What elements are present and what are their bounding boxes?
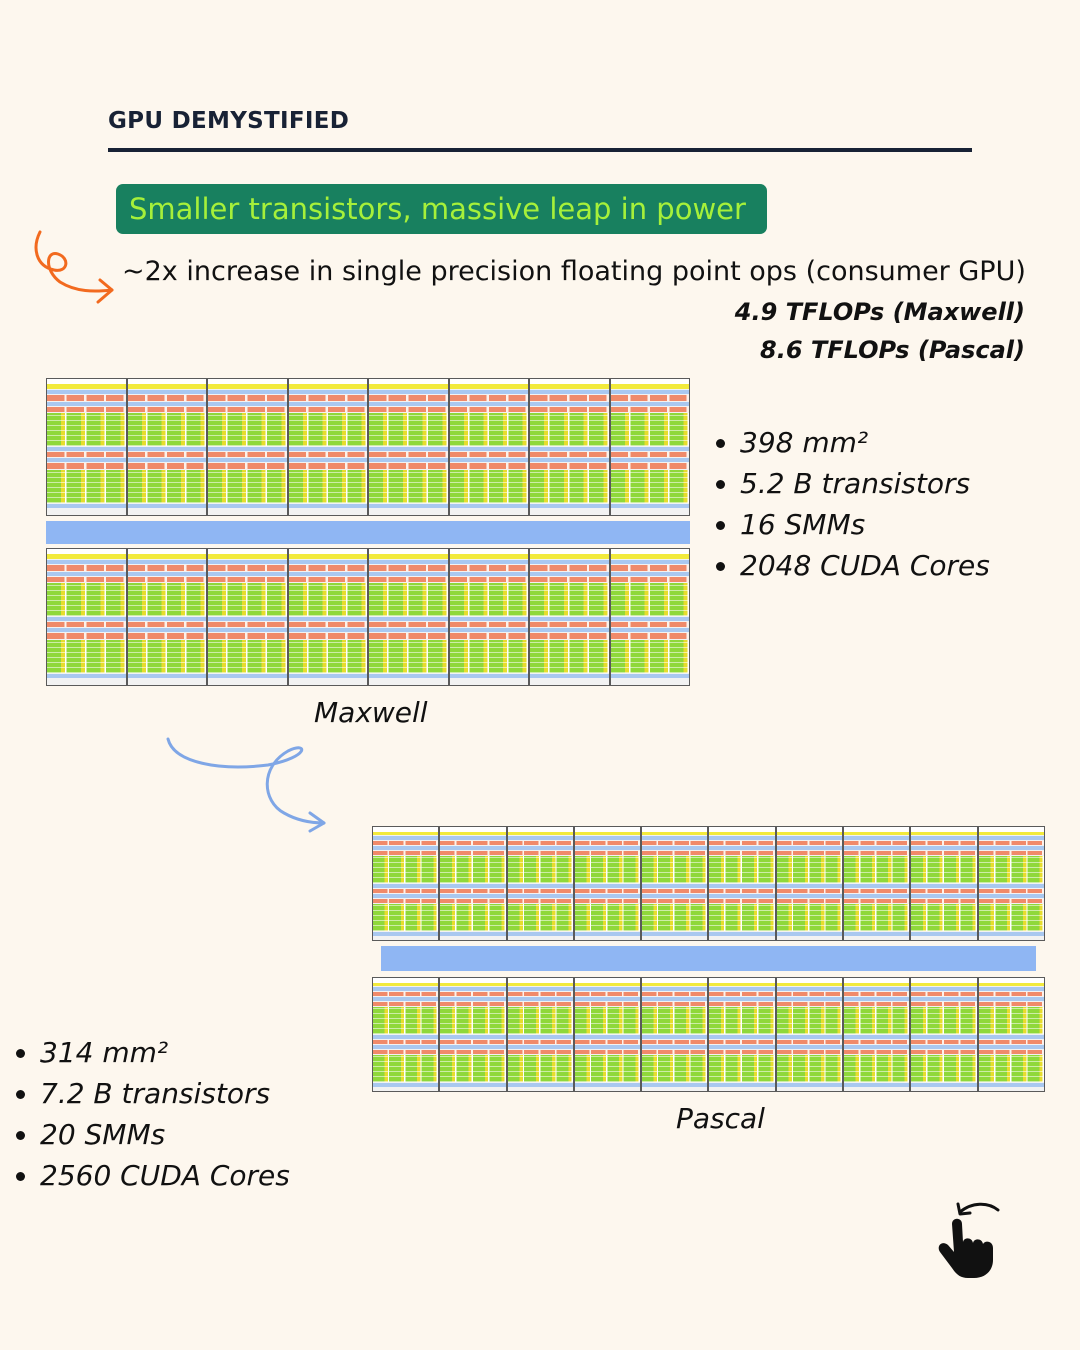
smm-block — [126, 548, 207, 686]
smm-block — [368, 548, 449, 686]
smm-block — [506, 977, 574, 1092]
maxwell-spec-transistors: 5.2 B transistors — [740, 463, 990, 504]
smm-block — [506, 826, 574, 941]
smm-block — [843, 977, 911, 1092]
smm-block — [708, 977, 776, 1092]
maxwell-caption: Maxwell — [314, 696, 428, 729]
smm-block — [368, 378, 449, 516]
curly-arrow-down-right-icon — [166, 737, 326, 833]
swipe-hand-icon — [938, 1202, 1000, 1278]
smm-block — [843, 826, 911, 941]
smm-block — [910, 977, 978, 1092]
smm-row-top — [46, 378, 690, 516]
pascal-spec-smms: 20 SMMs — [40, 1114, 290, 1155]
smm-block — [372, 826, 440, 941]
smm-block — [910, 826, 978, 941]
smm-block — [529, 378, 610, 516]
smm-block — [775, 826, 844, 941]
flops-pascal: 8.6 TFLOPs (Pascal) — [760, 336, 1025, 364]
smm-block — [977, 977, 1045, 1092]
headline-banner: Smaller transistors, massive leap in pow… — [116, 184, 767, 234]
memory-bus — [381, 946, 1036, 971]
flops-maxwell: 4.9 TFLOPs (Maxwell) — [734, 298, 1025, 326]
smm-block — [573, 977, 642, 1092]
maxwell-spec-smms: 16 SMMs — [740, 504, 990, 545]
pascal-spec-list: 314 mm² 7.2 B transistors 20 SMMs 2560 C… — [15, 1032, 290, 1196]
title-divider — [108, 148, 972, 152]
smm-row-top — [372, 826, 1045, 941]
smm-block — [287, 548, 368, 686]
curly-arrow-right-icon — [34, 230, 114, 304]
smm-block — [529, 548, 610, 686]
smm-block — [448, 548, 529, 686]
smm-block — [641, 826, 709, 941]
series-title: GPU DEMYSTIFIED — [108, 108, 350, 134]
smm-row-bottom — [372, 977, 1045, 1092]
smm-block — [977, 826, 1045, 941]
smm-block — [609, 548, 690, 686]
maxwell-die-diagram — [46, 378, 690, 686]
maxwell-spec-list: 398 mm² 5.2 B transistors 16 SMMs 2048 C… — [715, 422, 990, 586]
smm-block — [609, 378, 690, 516]
headline-text: ~2x increase in single precision floatin… — [122, 256, 1026, 287]
pascal-die-diagram — [372, 826, 1045, 1092]
maxwell-spec-cores: 2048 CUDA Cores — [740, 545, 990, 586]
pascal-spec-area: 314 mm² — [40, 1032, 290, 1073]
smm-block — [573, 826, 642, 941]
smm-block — [287, 378, 368, 516]
pascal-caption: Pascal — [676, 1102, 765, 1135]
smm-block — [46, 548, 127, 686]
memory-bus — [46, 521, 690, 544]
smm-block — [207, 378, 288, 516]
smm-block — [207, 548, 288, 686]
smm-block — [439, 826, 507, 941]
smm-block — [448, 378, 529, 516]
pascal-spec-transistors: 7.2 B transistors — [40, 1073, 290, 1114]
smm-block — [126, 378, 207, 516]
smm-block — [46, 378, 127, 516]
smm-block — [775, 977, 844, 1092]
smm-row-bottom — [46, 548, 690, 686]
smm-block — [439, 977, 507, 1092]
pascal-spec-cores: 2560 CUDA Cores — [40, 1155, 290, 1196]
smm-block — [372, 977, 440, 1092]
maxwell-spec-area: 398 mm² — [740, 422, 990, 463]
smm-block — [641, 977, 709, 1092]
smm-block — [708, 826, 776, 941]
